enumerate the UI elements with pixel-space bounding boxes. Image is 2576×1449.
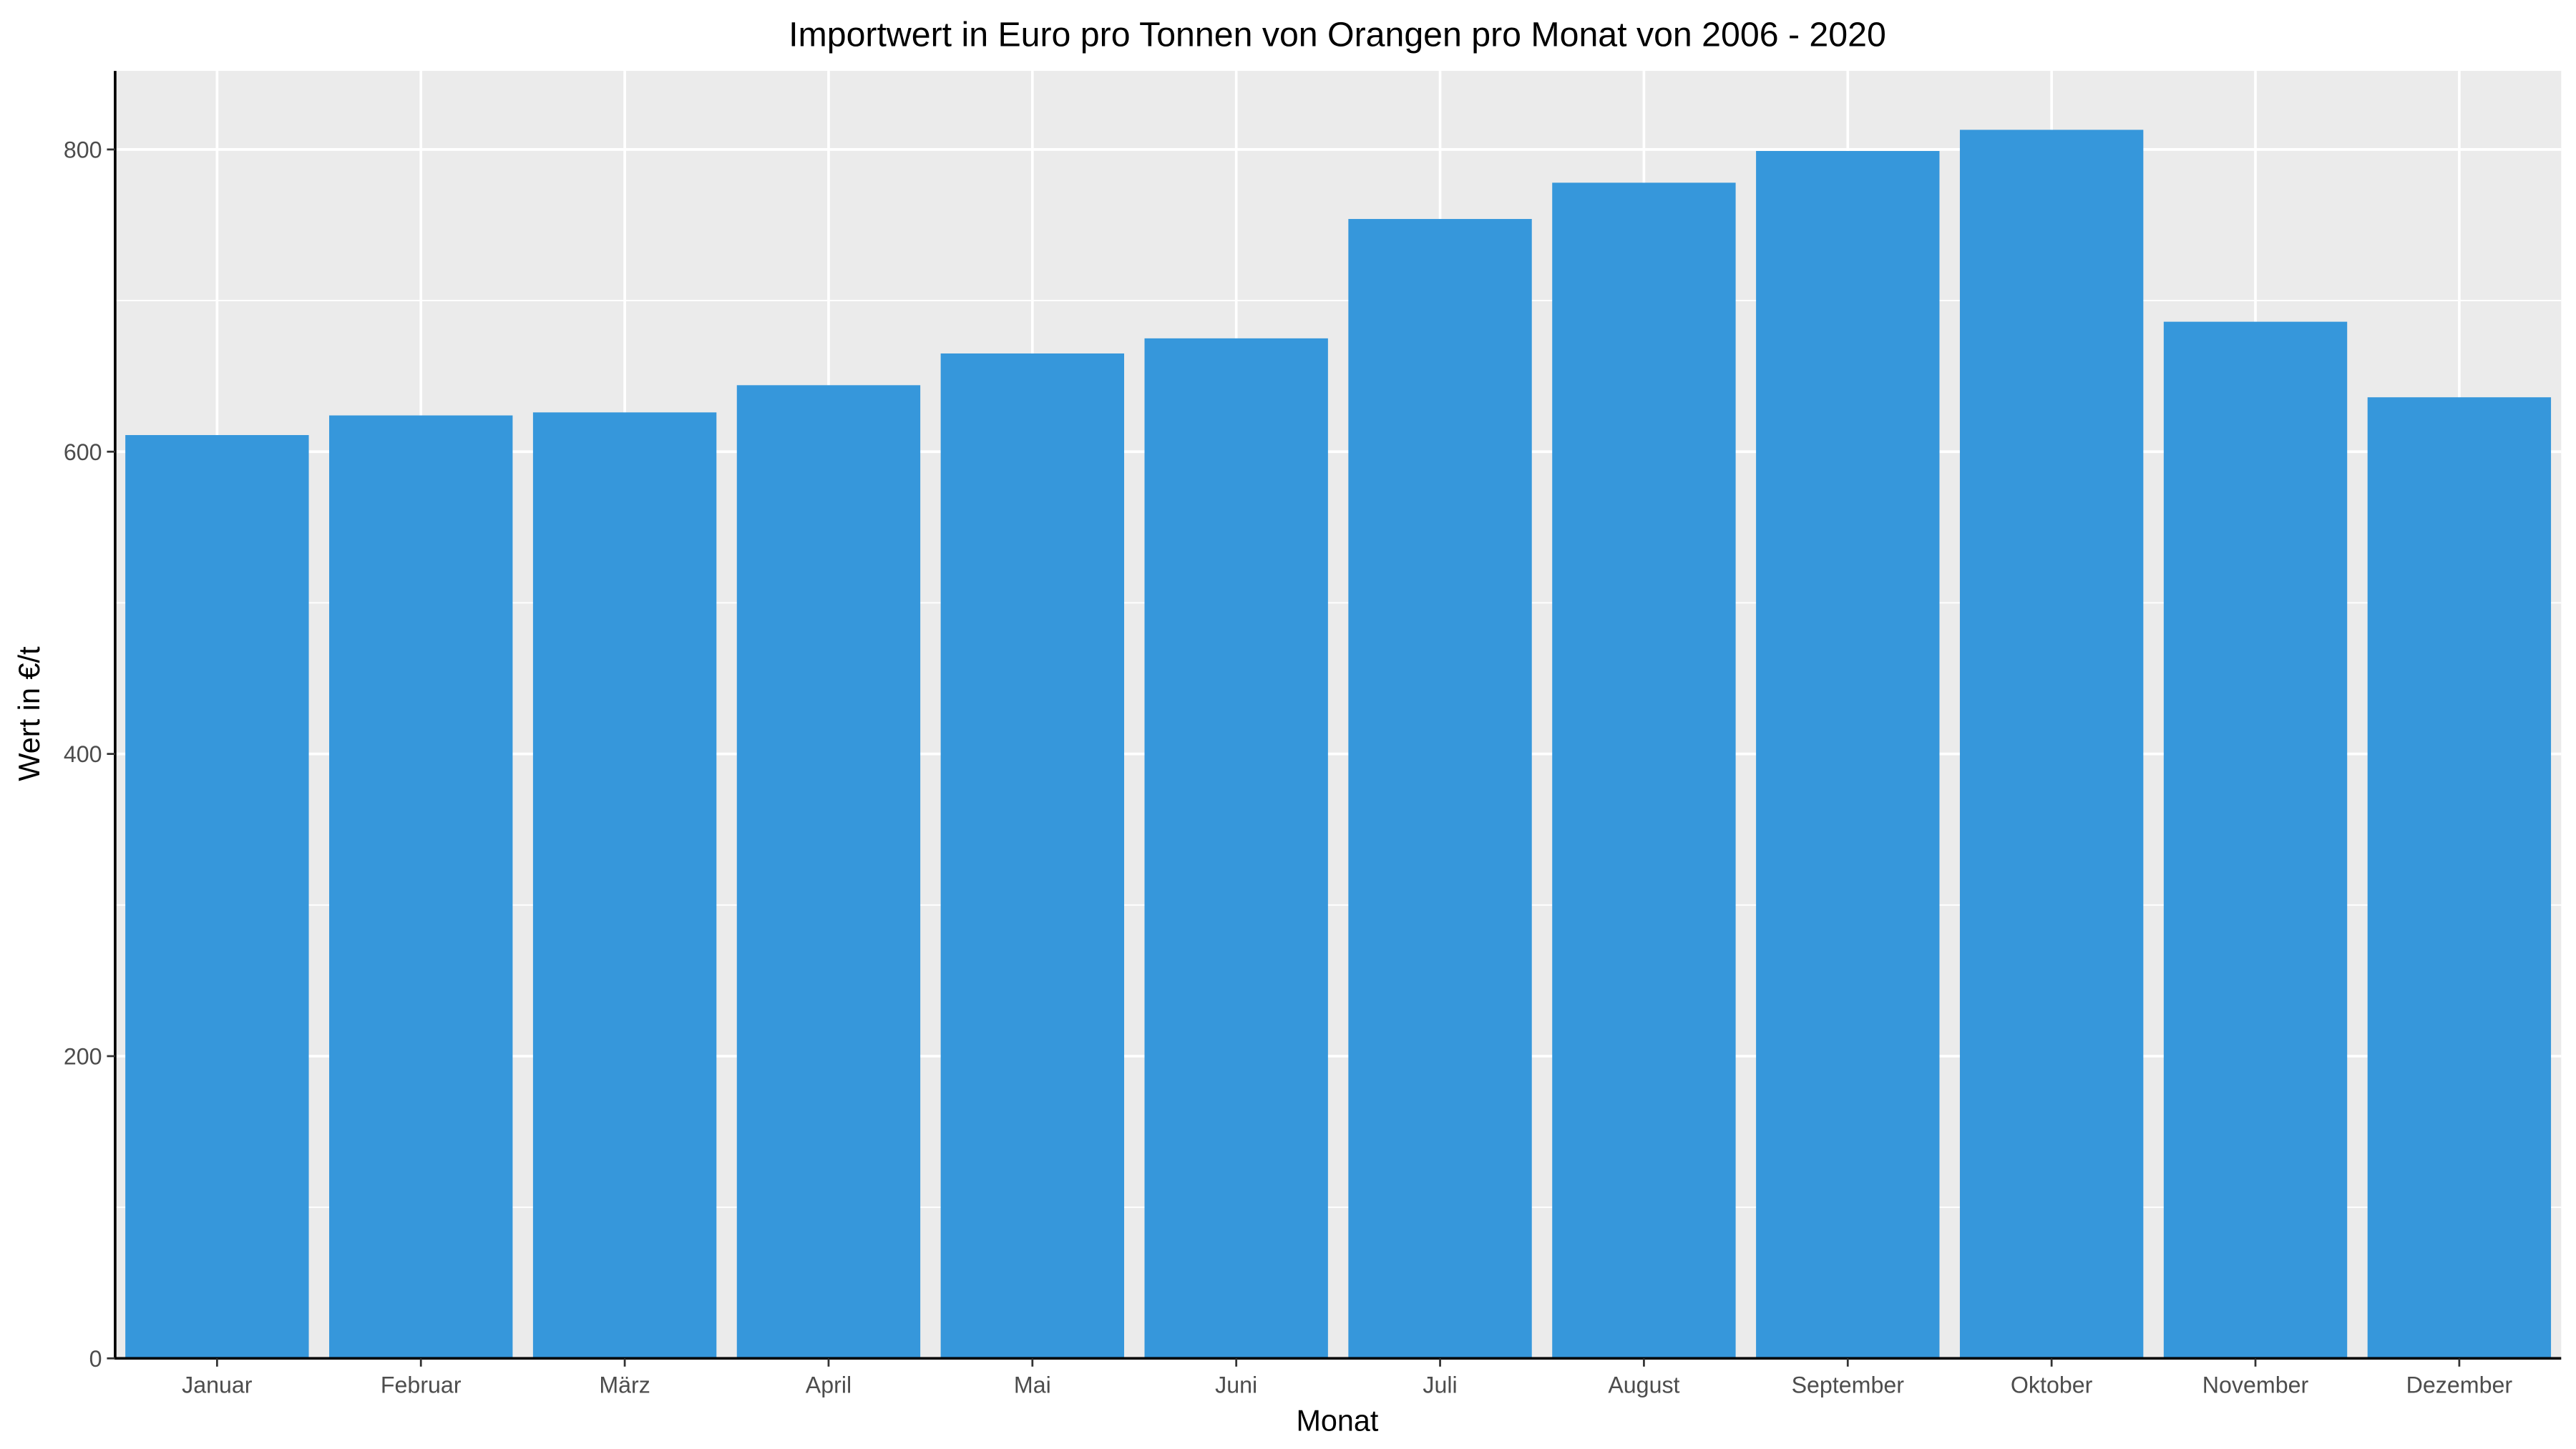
x-tick-label: September [1792, 1372, 1905, 1398]
x-tick-label: Januar [182, 1372, 253, 1398]
bar-april [736, 385, 921, 1359]
y-tick-label: 600 [64, 439, 102, 465]
x-tick-label: Februar [381, 1372, 462, 1398]
bar-juli [1348, 219, 1532, 1359]
y-tick-label: 400 [64, 741, 102, 767]
bar-november [2163, 321, 2348, 1359]
bar-januar [125, 435, 309, 1359]
x-axis-ticks: Januar Februar März April Mai Juni Juli August S… [182, 1358, 2513, 1398]
x-tick-label: März [599, 1372, 650, 1398]
x-tick-label: April [806, 1372, 852, 1398]
x-tick-label: August [1608, 1372, 1679, 1398]
bar-oktober [1959, 130, 2144, 1359]
y-axis-title: Wert in €/t [13, 646, 46, 781]
y-tick-label: 800 [64, 137, 102, 162]
x-tick-label: November [2202, 1372, 2309, 1398]
bar-februar [329, 415, 513, 1359]
y-axis-ticks: 0 200 400 600 800 [64, 137, 115, 1372]
bar-dezember [2367, 397, 2552, 1359]
x-tick-label: Juni [1215, 1372, 1257, 1398]
x-tick-label: Juli [1423, 1372, 1457, 1398]
bars [125, 130, 2552, 1359]
bar-juni [1144, 338, 1328, 1359]
bar-märz [532, 412, 717, 1359]
x-axis-title: Monat [1296, 1405, 1378, 1438]
bar-september [1756, 150, 1940, 1359]
plot-panel [114, 71, 2562, 1359]
bar-august [1552, 182, 1736, 1359]
bar-mai [940, 353, 1125, 1359]
x-tick-label: Oktober [2011, 1372, 2093, 1398]
y-tick-label: 0 [89, 1346, 102, 1372]
axes [114, 71, 2562, 1360]
x-tick-label: Mai [1014, 1372, 1051, 1398]
chart-title: Importwert in Euro pro Tonnen von Orange… [789, 15, 1886, 54]
x-tick-label: Dezember [2406, 1372, 2513, 1398]
y-tick-label: 200 [64, 1043, 102, 1069]
